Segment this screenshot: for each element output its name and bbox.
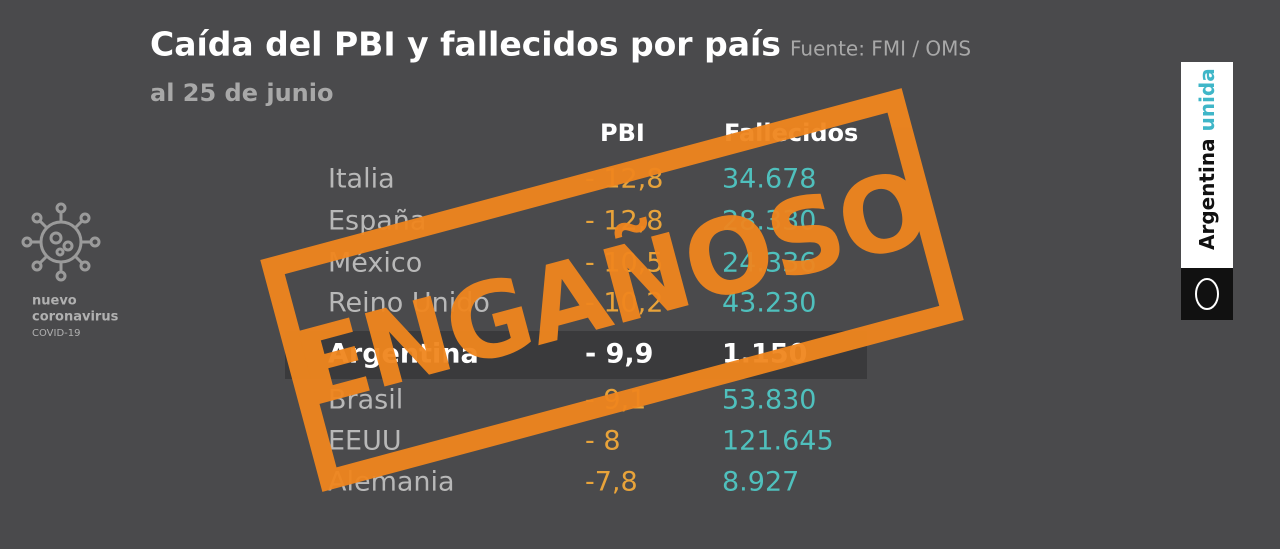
emblem (1195, 278, 1219, 310)
deaths: 43.230 (722, 288, 816, 319)
country: Reino Unido (328, 288, 490, 319)
logo-text: COVID-19 (32, 328, 81, 339)
country: Argentina (328, 339, 479, 370)
gdp-change: - 12,8 (585, 206, 663, 237)
brand-word: Argentina (1195, 138, 1219, 250)
deaths: 34.678 (722, 164, 816, 195)
deaths: 53.830 (722, 385, 816, 416)
deaths: 28.330 (722, 206, 816, 237)
subtitle: al 25 de junio (150, 79, 333, 107)
gdp-change: -7,8 (585, 467, 638, 498)
source: Fuente: FMI / OMS (790, 37, 971, 61)
gdp-change: - 9,9 (585, 339, 653, 370)
deaths: 8.927 (722, 467, 799, 498)
country: Brasil (328, 385, 403, 416)
brand-word: unida (1195, 68, 1219, 131)
country: EEUU (328, 426, 402, 457)
logo-text: coronavirus (32, 310, 119, 325)
brand-emblem-panel (1181, 268, 1233, 320)
virus-icon (21, 202, 101, 282)
deaths: 121.645 (722, 426, 834, 457)
brand-text: Argentina unida (1195, 68, 1219, 250)
title: Caída del PBI y fallecidos por país (150, 25, 781, 64)
brand-panel (1181, 62, 1233, 268)
country: Italia (328, 164, 395, 195)
stamp-border (260, 88, 964, 492)
column-header: PBI (600, 119, 645, 147)
gdp-change: - 8 (585, 426, 621, 457)
logo-text: nuevo (32, 294, 77, 309)
gdp-change: - 10,2 (585, 288, 663, 319)
gdp-change: - 10,5 (585, 248, 663, 279)
deaths: 24.336 (722, 248, 816, 279)
